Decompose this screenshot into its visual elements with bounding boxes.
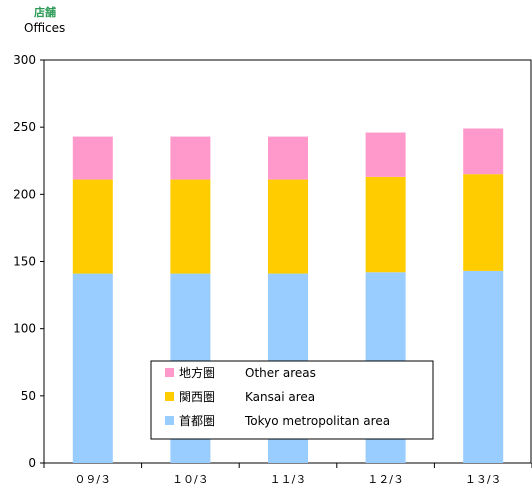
x-tick-label: １０/３ xyxy=(172,473,209,486)
bar-other xyxy=(268,136,308,180)
bar-kansai xyxy=(170,179,211,274)
y-tick-label: 150 xyxy=(13,255,36,269)
legend-swatch-kansai xyxy=(165,392,174,401)
legend-label-jp: 地方圏 xyxy=(179,365,215,380)
legend-box xyxy=(150,360,434,440)
y-tick-label: 300 xyxy=(13,53,36,67)
x-tick-label: １１/３ xyxy=(270,473,307,486)
y-tick-label: 100 xyxy=(13,322,36,336)
x-tick-label: ０９/３ xyxy=(74,473,111,486)
y-tick-label: 0 xyxy=(28,456,36,470)
bar-other xyxy=(463,128,504,175)
bar-kansai xyxy=(72,179,113,274)
y-unit-label-jp: 店舗 xyxy=(34,6,56,19)
y-tick-label: 250 xyxy=(13,120,36,134)
legend-label-en: Kansai area xyxy=(245,390,315,404)
bar-other xyxy=(72,136,113,180)
legend-swatch-other xyxy=(165,368,174,377)
bar-tokyo xyxy=(463,270,504,463)
bar-tokyo xyxy=(72,273,113,463)
bar-kansai xyxy=(463,174,504,271)
bar-other xyxy=(365,132,406,177)
y-tick-label: 200 xyxy=(13,187,36,201)
x-tick-label: １２/３ xyxy=(367,473,404,486)
legend-label-jp: 首都圏 xyxy=(179,414,215,428)
legend-label-en: Other areas xyxy=(245,366,316,380)
legend-label-jp: 関西圏 xyxy=(179,390,215,404)
y-tick-label: 50 xyxy=(21,389,36,403)
legend-label-en: Tokyo metropolitan area xyxy=(244,414,390,428)
bar-other xyxy=(170,136,211,180)
x-tick-label: １３/３ xyxy=(465,473,502,486)
bar-kansai xyxy=(268,179,308,274)
y-unit-label-en: Offices xyxy=(24,21,66,35)
legend-swatch-tokyo xyxy=(165,416,174,425)
bar-kansai xyxy=(365,176,406,273)
